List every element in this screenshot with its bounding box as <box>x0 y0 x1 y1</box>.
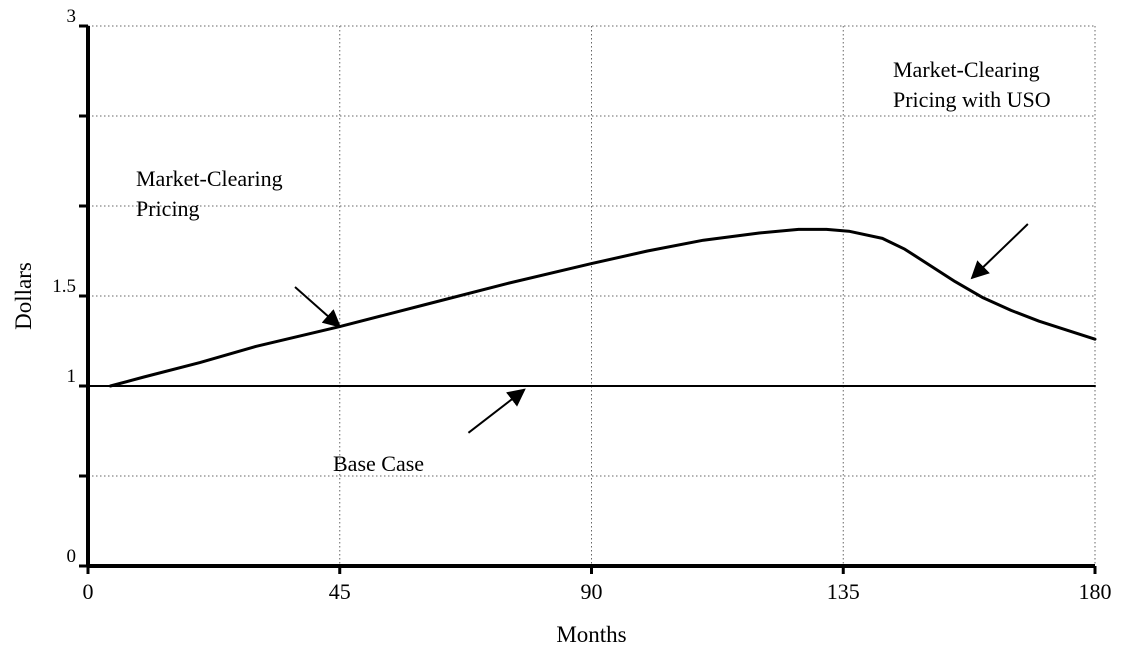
x-axis-title: Months <box>556 622 626 647</box>
annotation-uso-text: Market-Clearing <box>893 57 1040 82</box>
y-axis-title: Dollars <box>11 262 36 330</box>
x-tick-label: 45 <box>329 579 351 604</box>
y-tick-label: 0 <box>67 546 77 567</box>
annotation-market-clearing-arrow <box>294 286 342 328</box>
x-tick-label: 180 <box>1079 579 1112 604</box>
annotation-uso-arrow <box>970 223 1029 280</box>
annotation-base-case-text: Base Case <box>333 451 424 476</box>
y-tick-label: 1.5 <box>52 276 76 297</box>
x-tick-label: 135 <box>827 579 860 604</box>
annotations: Market-Clearing Pricing Market-Clearing Pri… <box>136 57 1051 476</box>
x-tick-label: 0 <box>83 579 94 604</box>
x-tick-label: 90 <box>581 579 603 604</box>
annotation-base-case-arrow <box>467 388 526 434</box>
series-line-market-clearing <box>108 227 1097 388</box>
ticks: 0 45 90 135 180 0 1 1.5 3 <box>52 6 1111 604</box>
y-tick-label: 1 <box>67 366 77 387</box>
annotation-market-clearing-text: Pricing <box>136 196 200 221</box>
annotation-uso-text: Pricing with USO <box>893 87 1051 112</box>
annotation-market-clearing-text: Market-Clearing <box>136 166 283 191</box>
y-tick-label: 3 <box>67 6 77 27</box>
series <box>87 227 1097 388</box>
